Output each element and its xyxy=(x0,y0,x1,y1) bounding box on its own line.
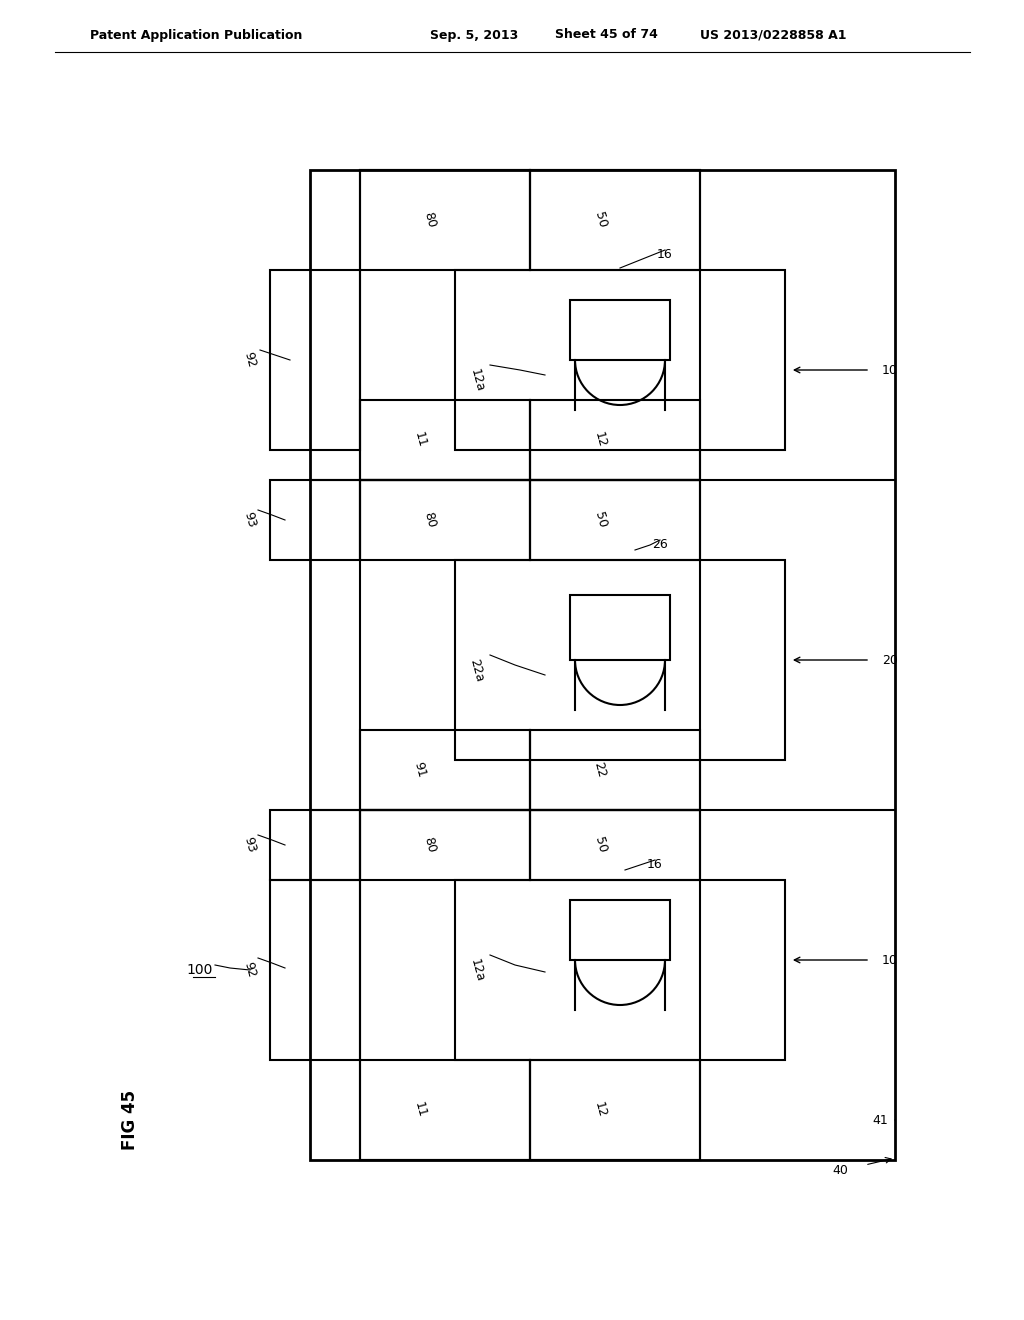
Text: 16: 16 xyxy=(657,248,673,261)
Bar xyxy=(530,480,700,560)
Text: 22: 22 xyxy=(592,760,608,779)
Bar xyxy=(530,400,700,480)
Bar xyxy=(360,480,700,810)
Text: 100: 100 xyxy=(186,964,213,977)
Bar xyxy=(455,560,785,760)
Text: 50: 50 xyxy=(592,511,608,529)
Bar xyxy=(360,480,530,560)
Text: 80: 80 xyxy=(422,211,438,230)
Text: 12: 12 xyxy=(592,1101,608,1119)
Text: 12a: 12a xyxy=(468,957,486,983)
Bar xyxy=(310,170,895,1160)
Text: 22a: 22a xyxy=(468,657,486,682)
Text: 80: 80 xyxy=(422,836,438,854)
Text: Patent Application Publication: Patent Application Publication xyxy=(90,29,302,41)
Bar xyxy=(570,595,670,660)
Text: Sheet 45 of 74: Sheet 45 of 74 xyxy=(555,29,657,41)
Bar xyxy=(530,170,700,271)
Text: 12: 12 xyxy=(592,430,608,449)
Text: 50: 50 xyxy=(592,211,608,230)
Bar xyxy=(360,810,700,1160)
Text: 11: 11 xyxy=(412,1101,428,1119)
Text: 93: 93 xyxy=(242,836,258,854)
Text: 92: 92 xyxy=(242,961,258,979)
Text: 93: 93 xyxy=(242,511,258,529)
Bar xyxy=(530,1060,700,1160)
Bar xyxy=(360,1060,530,1160)
Bar xyxy=(570,900,670,960)
Bar xyxy=(270,271,360,450)
Bar xyxy=(270,480,360,560)
Text: US 2013/0228858 A1: US 2013/0228858 A1 xyxy=(700,29,847,41)
Bar xyxy=(270,880,360,1060)
Text: Sep. 5, 2013: Sep. 5, 2013 xyxy=(430,29,518,41)
Text: 41: 41 xyxy=(872,1114,888,1126)
Text: FIG 45: FIG 45 xyxy=(121,1090,139,1150)
Bar xyxy=(360,810,530,880)
Text: 20: 20 xyxy=(882,653,898,667)
Text: 11: 11 xyxy=(412,430,428,449)
Bar xyxy=(270,810,360,880)
Bar xyxy=(360,170,530,271)
Bar xyxy=(455,271,785,450)
Bar xyxy=(360,170,700,480)
Bar xyxy=(530,810,700,880)
Bar xyxy=(455,880,785,1060)
Text: 91: 91 xyxy=(412,760,428,779)
Text: 10: 10 xyxy=(882,953,898,966)
Text: 40: 40 xyxy=(833,1163,848,1176)
Text: 12a: 12a xyxy=(468,367,486,393)
Text: 92: 92 xyxy=(242,351,258,370)
Bar xyxy=(360,400,530,480)
Bar xyxy=(360,730,530,810)
Text: 10: 10 xyxy=(882,363,898,376)
Text: 16: 16 xyxy=(647,858,663,871)
Bar xyxy=(530,730,700,810)
Text: 80: 80 xyxy=(422,511,438,529)
Bar xyxy=(570,300,670,360)
Text: 26: 26 xyxy=(652,539,668,552)
Text: 50: 50 xyxy=(592,836,608,854)
